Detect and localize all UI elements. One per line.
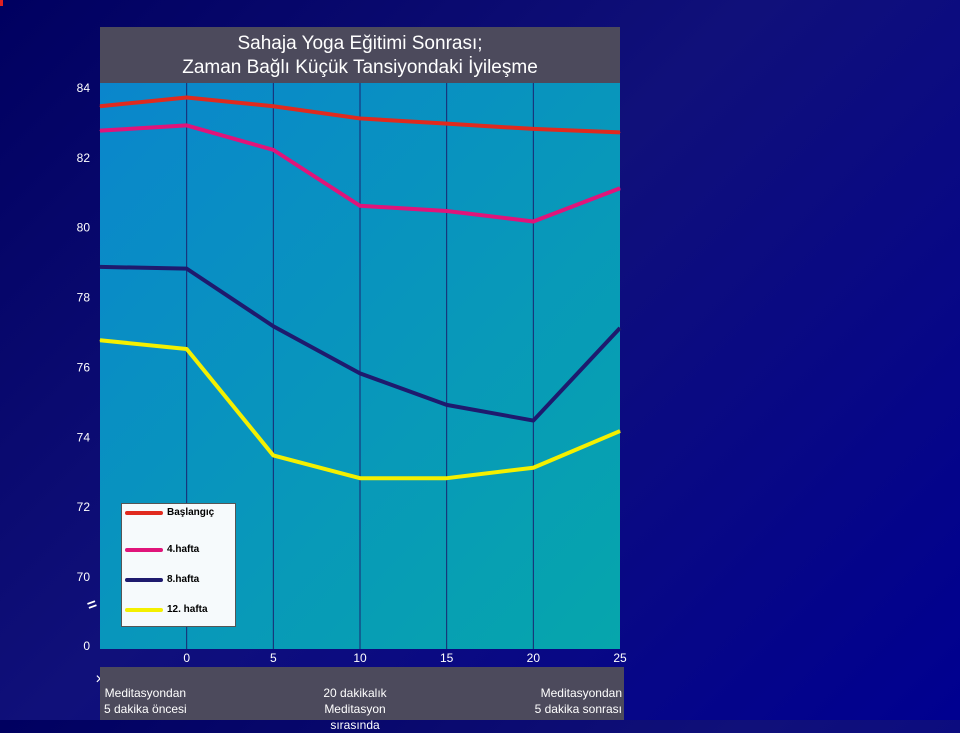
x-tick-label: 15 — [440, 651, 454, 665]
phase-after: Meditasyondan 5 dakika sonrası — [534, 686, 622, 716]
x-tick-label: 0 — [183, 651, 190, 665]
y-tick-label: 84 — [77, 81, 91, 95]
data-point — [99, 105, 101, 107]
data-point — [359, 372, 361, 374]
data-point — [446, 404, 448, 406]
axis-break-icon: = — [85, 596, 100, 615]
x-tick-label: 5 — [270, 651, 277, 665]
data-point — [99, 266, 101, 268]
y-tick-label: 80 — [77, 221, 91, 235]
y-tick-label: 78 — [77, 291, 91, 305]
data-point — [446, 210, 448, 212]
data-point — [446, 477, 448, 479]
chart-subtitle: Zaman Bağlı Küçük Tansiyondaki İyileşme — [182, 57, 538, 78]
data-point — [359, 205, 361, 207]
data-point — [619, 327, 621, 329]
phase-axis: Meditasyondan 5 dakika öncesi 20 dakikalı… — [100, 667, 624, 732]
corner-marker — [0, 0, 3, 6]
phase-before: Meditasyondan 5 dakika öncesi — [104, 686, 187, 716]
data-point — [186, 96, 188, 98]
y-tick-label: 72 — [77, 500, 91, 514]
data-point — [99, 130, 101, 132]
data-point — [446, 123, 448, 125]
y-tick-label: 74 — [77, 430, 91, 444]
y-tick-label: 76 — [77, 360, 91, 374]
legend-label: 8.hafta — [167, 574, 200, 585]
legend-item: 4.hafta — [125, 544, 199, 555]
data-point — [532, 467, 534, 469]
y-tick-label: 82 — [77, 151, 91, 165]
data-point — [619, 131, 621, 133]
legend-item: 12. hafta — [125, 604, 208, 615]
x-tick-label: 25 — [613, 651, 627, 665]
chart-title: Sahaja Yoga Eğitimi Sonrası; — [237, 33, 483, 54]
legend: Başlangıç 4.hafta 8.hafta 12. hafta — [121, 503, 236, 627]
data-point — [532, 420, 534, 422]
data-point — [99, 339, 101, 341]
data-point — [532, 128, 534, 130]
data-point — [359, 477, 361, 479]
data-point — [532, 220, 534, 222]
phase-during: 20 dakikalık Meditasyon sırasında — [323, 686, 387, 732]
data-point — [619, 187, 621, 189]
chart-title-box: Sahaja Yoga Eğitimi Sonrası; Zaman Bağlı… — [100, 27, 620, 83]
data-point — [272, 325, 274, 327]
data-point — [359, 117, 361, 119]
x-tick-label: 10 — [353, 651, 367, 665]
legend-label: 12. hafta — [167, 604, 208, 615]
legend-label: Başlangıç — [167, 507, 215, 518]
data-point — [186, 124, 188, 126]
data-point — [272, 454, 274, 456]
data-point — [186, 268, 188, 270]
legend-item: 8.hafta — [125, 574, 199, 585]
data-point — [272, 105, 274, 107]
data-point — [186, 348, 188, 350]
data-point — [619, 430, 621, 432]
x-tick-label: 20 — [527, 651, 541, 665]
y-tick-label: 0 — [83, 639, 90, 653]
y-tick-label: 70 — [77, 570, 91, 584]
data-point — [272, 149, 274, 151]
legend-label: 4.hafta — [167, 544, 200, 555]
legend-item: Başlangıç — [125, 507, 214, 518]
